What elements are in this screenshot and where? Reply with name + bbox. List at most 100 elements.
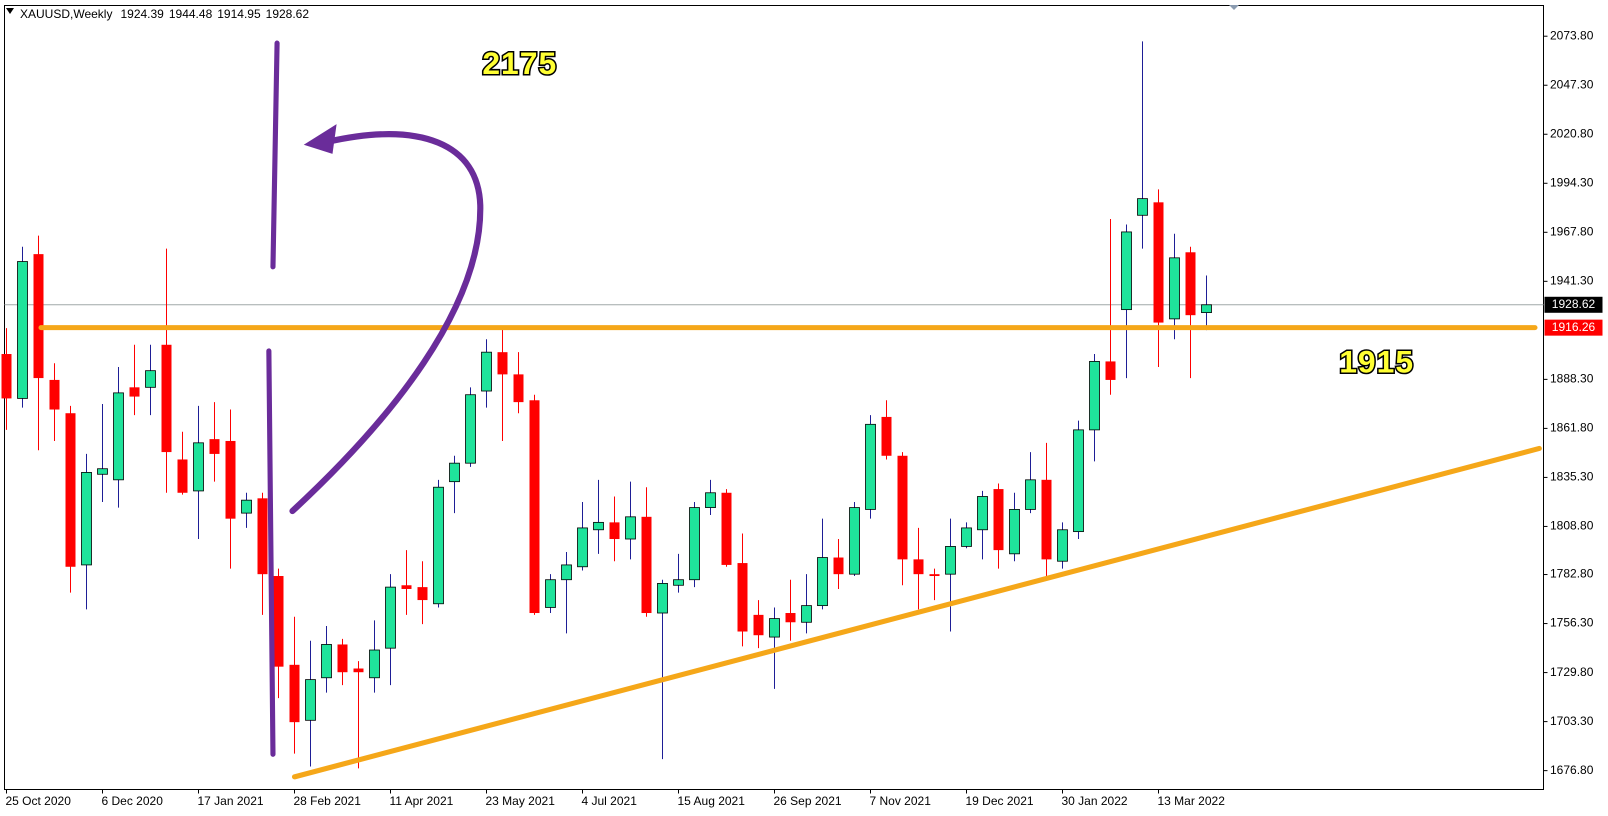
candle-body [977,496,988,531]
candle-body [1,354,12,399]
candle-body [705,492,716,508]
candle-body [801,605,812,623]
y-tick-label: 1808.80 [1550,519,1594,533]
candle-body [737,563,748,632]
annotation: 1915 [1339,344,1414,380]
candle-body [689,507,700,581]
x-tick-label: 28 Feb 2021 [294,794,362,808]
drawings: 2175 1915 [266,40,1542,780]
candle-body [337,644,348,673]
candle-body [321,644,332,679]
candle-body [1089,361,1100,431]
current-price-label-box [1544,296,1603,313]
candle-body [817,557,828,607]
candle-body [1105,361,1116,380]
y-tick-label: 1941.30 [1550,273,1594,287]
candle-body [961,527,972,547]
candle-body [1073,429,1084,533]
candle-body [177,459,188,493]
x-tick-label: 6 Dec 2020 [102,794,164,808]
candle-body [945,546,956,575]
candle-body [753,614,764,636]
candle-body [1041,479,1052,560]
candle-body [369,649,380,679]
candle-body [433,486,444,605]
candle-body [913,559,924,575]
y-tick-label: 1835.30 [1550,470,1594,484]
header-close: 1928.62 [266,7,310,21]
candle-body [577,527,588,568]
x-tick-label: 19 Dec 2021 [966,794,1034,808]
shift-marker [1229,5,1239,10]
x-tick-label: 26 Sep 2021 [774,794,842,808]
candle-body [1185,252,1196,316]
candle-body [209,439,220,454]
candle-body [929,574,940,577]
menu-triangle[interactable] [6,8,14,14]
x-tick-label: 15 Aug 2021 [678,794,746,808]
chart-header: XAUUSD,Weekly 1924.39 1944.48 1914.95 1928.6… [20,7,309,21]
y-tick-label: 1861.80 [1550,421,1594,435]
candle-body [1057,529,1068,562]
x-tick-label: 13 Mar 2022 [1158,794,1226,808]
header-low: 1914.95 [217,7,261,21]
level-price-label-box [1544,319,1603,336]
candle-body [1169,257,1180,320]
candle-body [65,413,76,567]
y-tick-label: 2047.30 [1550,77,1594,91]
purple-line [270,40,280,270]
candle-body [497,352,508,375]
candle-body [785,613,796,623]
candle-body [1201,304,1212,314]
candle-body [193,442,204,492]
candle-body [257,498,268,575]
y-tick-label: 1756.30 [1550,616,1594,630]
chart-title: XAUUSD,Weekly [20,7,112,21]
y-tick-label: 1729.80 [1550,665,1594,679]
candle-body [225,440,236,519]
x-tick-label: 17 Jan 2021 [198,794,264,808]
candle-body [593,521,604,531]
candle-body [465,394,476,464]
candle-body [673,579,684,586]
candle-body [129,387,140,397]
y-tick-label: 1994.30 [1550,175,1594,189]
candle-body [481,351,492,392]
candle-body [449,462,460,483]
candle-body [865,423,876,510]
candle-body [545,579,556,608]
candle-body [641,516,652,614]
candles [1,41,1544,769]
candle-body [305,679,316,721]
candle-body [417,587,428,601]
candle-body [881,416,892,456]
candle-body [769,618,780,638]
candle-body [529,400,540,614]
arrow-head [303,124,337,154]
y-tick-label: 2073.80 [1550,28,1594,42]
purple-arrow [289,131,484,515]
purple-line [266,348,276,757]
candle-body [513,374,524,403]
candle-body [721,492,732,565]
header-open: 1924.39 [120,7,164,21]
candle-body [1025,479,1036,510]
candle-body [145,370,156,388]
y-tick-label: 1782.80 [1550,567,1594,581]
candle-body [561,564,572,581]
candle-body [849,507,860,575]
x-tick-label: 30 Jan 2022 [1062,794,1128,808]
current-price-label: 1928.62 [1552,297,1596,311]
x-tick-label: 23 May 2021 [486,794,556,808]
y-tick-label: 1703.30 [1550,714,1594,728]
candle-body [49,379,60,410]
candle-body [353,668,364,673]
annotation: 2175 [482,45,557,81]
x-tick-label: 7 Nov 2021 [870,794,932,808]
candle-body [1009,509,1020,555]
x-tick-label: 25 Oct 2020 [6,794,72,808]
candle-body [113,392,124,481]
y-tick-label: 1967.80 [1550,224,1594,238]
y-tick-label: 1888.30 [1550,372,1594,386]
